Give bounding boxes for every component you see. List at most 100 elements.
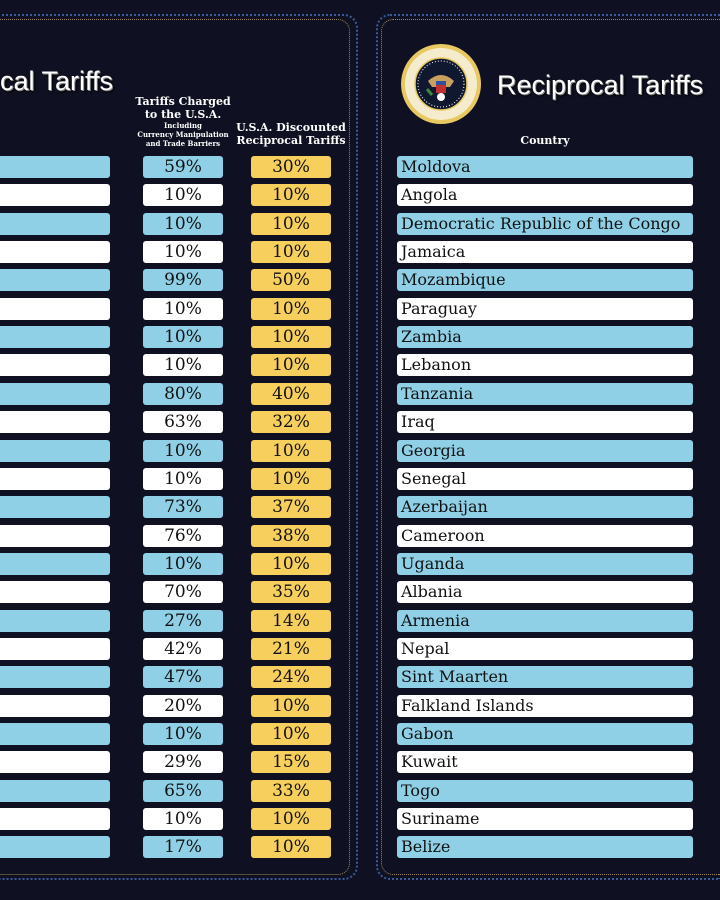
- left-country-cell: [0, 326, 110, 349]
- header-subline: and Trade Barriers: [145, 139, 221, 148]
- discounted-tariff-cell: 10%: [251, 297, 331, 320]
- discounted-tariff-cell: 40%: [251, 382, 331, 405]
- discounted-tariff-cell: 21%: [251, 637, 331, 660]
- left-country-cell: [0, 779, 110, 802]
- header-line: Reciprocal Tariffs: [236, 134, 346, 147]
- tariff-charged-cell: 65%: [143, 779, 223, 802]
- discounted-tariff-cell: 10%: [251, 467, 331, 490]
- discounted-tariff-cell: 10%: [251, 723, 331, 745]
- discounted-tariff-cell: 10%: [251, 552, 331, 575]
- left-country-cell: [0, 184, 110, 207]
- discounted-tariff-cell: 50%: [251, 269, 331, 292]
- left-country-cell: [0, 666, 110, 689]
- discounted-tariff-cell: 30%: [251, 156, 331, 178]
- left-country-cell: [0, 808, 110, 831]
- discounted-tariff-cell: 37%: [251, 496, 331, 519]
- country-cell: Belize: [397, 836, 693, 859]
- tariff-charged-cell: 63%: [143, 411, 223, 434]
- tariff-charged-cell: 42%: [143, 637, 223, 660]
- tariff-charged-cell: 10%: [143, 326, 223, 349]
- country-cell: Cameroon: [397, 524, 693, 547]
- country-cell: Albania: [397, 581, 693, 604]
- tariff-charged-cell: 59%: [143, 156, 223, 178]
- discounted-tariff-cell: 24%: [251, 666, 331, 689]
- left-country-cell: [0, 637, 110, 660]
- discounted-tariff-cell: 10%: [251, 808, 331, 831]
- left-country-cell: [0, 609, 110, 632]
- tariff-charged-cell: 70%: [143, 581, 223, 604]
- left-country-cell: [0, 269, 110, 292]
- country-cell: Gabon: [397, 723, 693, 745]
- left-country-cell: [0, 241, 110, 264]
- discounted-tariff-cell: 35%: [251, 581, 331, 604]
- country-cell: Togo: [397, 779, 693, 802]
- country-cell: Armenia: [397, 609, 693, 632]
- tariff-charged-cell: 10%: [143, 354, 223, 377]
- left-country-cell: [0, 836, 110, 859]
- country-cell: Jamaica: [397, 241, 693, 264]
- left-country-cell: [0, 354, 110, 377]
- right-panel-border: [376, 14, 720, 880]
- tariff-charged-cell: 29%: [143, 751, 223, 774]
- discounted-tariff-cell: 14%: [251, 609, 331, 632]
- left-country-cell: [0, 467, 110, 490]
- tariff-charged-cell: 10%: [143, 808, 223, 831]
- tariff-charged-cell: 10%: [143, 241, 223, 264]
- country-cell: Sint Maarten: [397, 666, 693, 689]
- discounted-tariff-cell: 10%: [251, 326, 331, 349]
- left-country-cell: [0, 524, 110, 547]
- left-panel-inner-border: [0, 19, 350, 875]
- tariff-charged-cell: 20%: [143, 694, 223, 717]
- left-country-cell: [0, 496, 110, 519]
- discounted-tariff-cell: 10%: [251, 212, 331, 235]
- header-line: to the U.S.A.: [144, 108, 222, 121]
- country-cell: Iraq: [397, 411, 693, 434]
- tariff-charged-cell: 73%: [143, 496, 223, 519]
- tariff-charged-cell: 99%: [143, 269, 223, 292]
- left-country-cell: [0, 212, 110, 235]
- tariff-charged-cell: 10%: [143, 439, 223, 462]
- header-subline: Currency Manipulation: [137, 130, 229, 139]
- left-country-cell: [0, 156, 110, 178]
- tariff-charged-cell: 17%: [143, 836, 223, 859]
- tariff-charged-cell: 76%: [143, 524, 223, 547]
- country-cell: Democratic Republic of the Congo: [397, 212, 693, 235]
- tariff-charged-cell: 10%: [143, 212, 223, 235]
- country-cell: Mozambique: [397, 269, 693, 292]
- country-cell: Lebanon: [397, 354, 693, 377]
- discounted-tariff-cell: 10%: [251, 354, 331, 377]
- tariff-charged-cell: 27%: [143, 609, 223, 632]
- header-country: Country: [520, 134, 570, 147]
- header-line: U.S.A. Discounted: [236, 121, 346, 134]
- country-cell: Suriname: [397, 808, 693, 831]
- country-cell: Zambia: [397, 326, 693, 349]
- left-country-cell: [0, 723, 110, 745]
- left-country-cell: [0, 581, 110, 604]
- tariff-charged-cell: 10%: [143, 723, 223, 745]
- country-cell: Tanzania: [397, 382, 693, 405]
- header-tariffs-charged: Tariffs Charged to the U.S.A. Including …: [128, 95, 238, 148]
- discounted-tariff-cell: 15%: [251, 751, 331, 774]
- discounted-tariff-cell: 10%: [251, 439, 331, 462]
- left-country-cell: [0, 382, 110, 405]
- discounted-tariff-cell: 10%: [251, 184, 331, 207]
- right-panel-inner-border: [381, 19, 720, 875]
- country-cell: Kuwait: [397, 751, 693, 774]
- right-title: Reciprocal Tariffs: [497, 70, 704, 100]
- tariff-charged-cell: 10%: [143, 552, 223, 575]
- tariff-charged-cell: 47%: [143, 666, 223, 689]
- left-country-cell: [0, 439, 110, 462]
- country-cell: Azerbaijan: [397, 496, 693, 519]
- country-cell: Moldova: [397, 156, 693, 178]
- country-cell: Nepal: [397, 637, 693, 660]
- discounted-tariff-cell: 10%: [251, 694, 331, 717]
- tariff-charged-cell: 10%: [143, 297, 223, 320]
- country-cell: Angola: [397, 184, 693, 207]
- left-country-cell: [0, 751, 110, 774]
- country-cell: Falkland Islands: [397, 694, 693, 717]
- discounted-tariff-cell: 10%: [251, 836, 331, 859]
- left-title: cal Tariffs: [0, 66, 114, 96]
- left-country-cell: [0, 694, 110, 717]
- country-cell: Senegal: [397, 467, 693, 490]
- country-cell: Georgia: [397, 439, 693, 462]
